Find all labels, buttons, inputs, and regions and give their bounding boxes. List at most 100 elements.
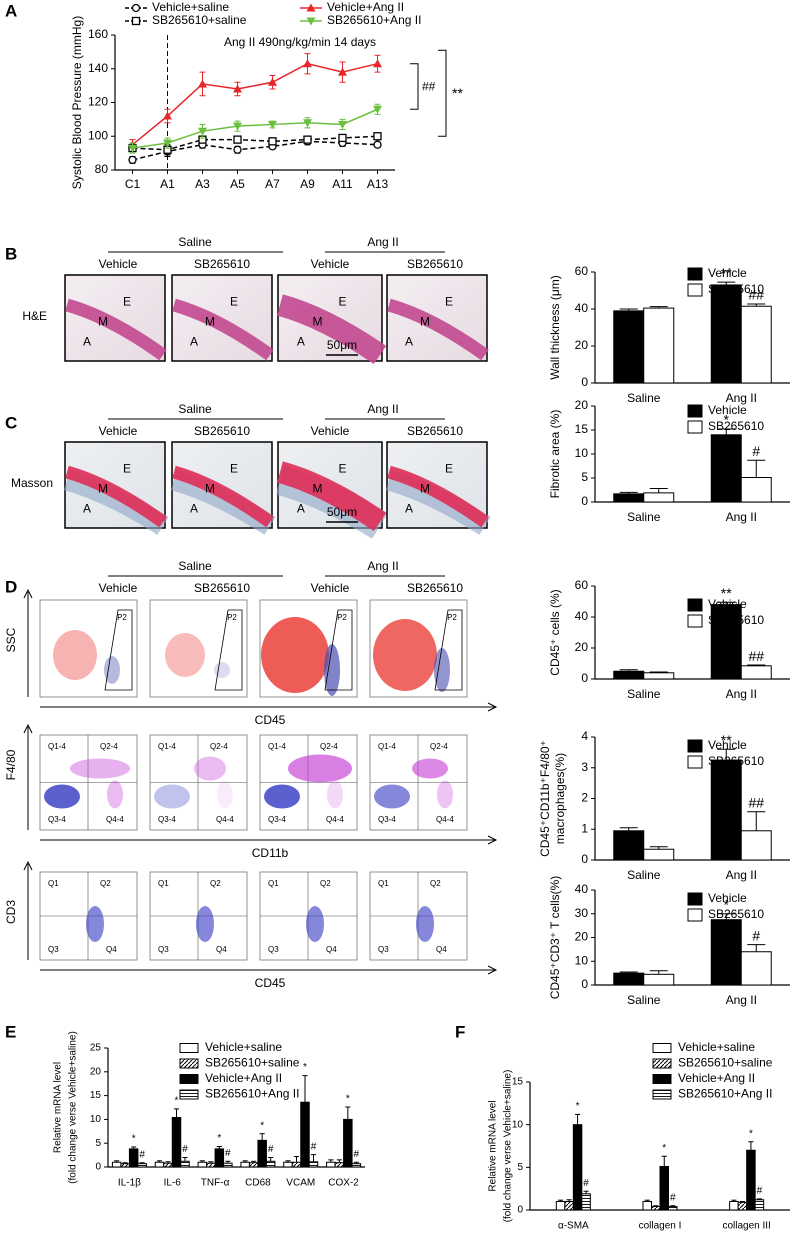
treatment-label: SB265610	[407, 424, 463, 438]
legend-label: SB265610+Ang II	[678, 1087, 772, 1101]
cell-cloud	[104, 656, 120, 684]
legend-swatch	[687, 420, 703, 434]
flow-plot	[39, 599, 138, 698]
significance-mark: #	[752, 927, 760, 943]
group-label: Ang II	[367, 559, 398, 573]
bar	[740, 665, 772, 680]
cell-cloud	[437, 780, 453, 809]
series-line	[132, 108, 378, 149]
x-tick-label: A9	[300, 177, 315, 191]
legend-swatch	[687, 739, 703, 753]
significance-mark: **	[721, 732, 732, 748]
cell-cloud	[373, 619, 437, 691]
bar	[343, 1118, 353, 1168]
x-tick-label: collagen I	[639, 1221, 682, 1232]
gate-label: Q2-4	[210, 742, 228, 751]
y-tick-label: 60	[575, 264, 589, 278]
x-tick-label: Ang II	[726, 993, 757, 1007]
legend-label: SB265610	[708, 282, 764, 296]
tissue-label: A	[83, 334, 91, 348]
x-tick-label: A1	[160, 177, 175, 191]
gate-label: Q3-4	[378, 815, 396, 824]
y-tick-label: 15	[90, 1090, 102, 1101]
y-axis-label: Relative mRNA level	[53, 1062, 64, 1153]
point	[268, 137, 277, 146]
y-tick-label: 25	[90, 1043, 102, 1054]
x-tick-label: A11	[332, 177, 353, 191]
cell-cloud	[44, 784, 80, 809]
tissue-label: A	[297, 501, 305, 515]
x-tick-label: COX-2	[328, 1178, 359, 1189]
y-tick-label: 30	[575, 906, 589, 920]
gate-label: Q2	[100, 879, 111, 888]
cell-cloud	[261, 617, 329, 693]
y-tick-label: 160	[88, 27, 108, 41]
legend-swatch	[179, 1074, 199, 1084]
x-tick-label: collagen III	[722, 1221, 770, 1232]
group-label: Saline	[178, 235, 212, 249]
y-tick-label: 10	[512, 1119, 524, 1130]
point	[128, 155, 137, 165]
legend-swatch	[179, 1043, 199, 1053]
cell-cloud	[288, 754, 352, 783]
tissue-label: M	[98, 481, 108, 495]
legend-swatch	[652, 1043, 672, 1053]
y-tick-label: 15	[512, 1077, 524, 1088]
x-tick-label: Ang II	[726, 868, 757, 882]
x-tick-label: Saline	[627, 510, 661, 524]
y-tick-label: 20	[575, 338, 589, 352]
gate-label: Q4	[326, 945, 337, 954]
bar	[137, 1163, 147, 1168]
bar	[740, 951, 772, 986]
gate-label: Q1	[158, 879, 169, 888]
group-label: Ang II	[367, 402, 398, 416]
bar	[613, 493, 645, 503]
point	[163, 111, 172, 120]
bar	[746, 1149, 756, 1211]
vessel-wall	[65, 298, 167, 361]
significance-mark: *	[132, 1134, 136, 1145]
significance-mark: #	[139, 1149, 145, 1160]
treatment-label: Vehicle	[311, 424, 350, 438]
tissue-label: M	[313, 481, 323, 495]
legend-label: Vehicle	[708, 403, 747, 417]
bar	[740, 477, 772, 503]
gate-label: P2	[447, 613, 457, 622]
x-tick-label: C1	[125, 177, 141, 191]
cell-cloud	[107, 780, 123, 809]
significance-mark: ##	[748, 648, 764, 664]
significance-mark: #	[311, 1141, 317, 1152]
gate-label: Q1	[268, 879, 279, 888]
point	[233, 145, 242, 154]
bar	[740, 305, 772, 384]
bar	[643, 492, 675, 503]
cell-cloud	[70, 758, 130, 779]
bar	[659, 1165, 669, 1211]
tissue-label: A	[83, 501, 91, 515]
treatment-label: Vehicle	[311, 581, 350, 595]
stain-label: Masson	[11, 476, 53, 490]
bar	[334, 1162, 345, 1168]
x-tick-label: A13	[367, 177, 389, 191]
cell-cloud	[327, 780, 343, 809]
bar	[643, 307, 675, 384]
cell-cloud	[196, 906, 214, 942]
flow-x-label: CD45	[255, 713, 286, 727]
tissue-label: M	[420, 314, 430, 328]
arrow-head	[23, 588, 33, 599]
panel-letter: B	[5, 244, 17, 263]
cell-cloud	[217, 780, 233, 809]
group-label: Saline	[178, 559, 212, 573]
x-tick-label: A7	[265, 177, 280, 191]
vessel-wall	[387, 298, 489, 361]
legend-swatch	[652, 1058, 672, 1069]
treatment-label: SB265610	[194, 581, 250, 595]
legend-label: SB265610	[708, 754, 764, 768]
tissue-label: E	[445, 295, 453, 309]
x-tick-label: Ang II	[726, 391, 757, 405]
bar	[643, 848, 675, 861]
y-tick-label: 5	[95, 1138, 101, 1149]
arrow-head	[487, 965, 498, 975]
y-tick-label: 140	[88, 61, 108, 75]
